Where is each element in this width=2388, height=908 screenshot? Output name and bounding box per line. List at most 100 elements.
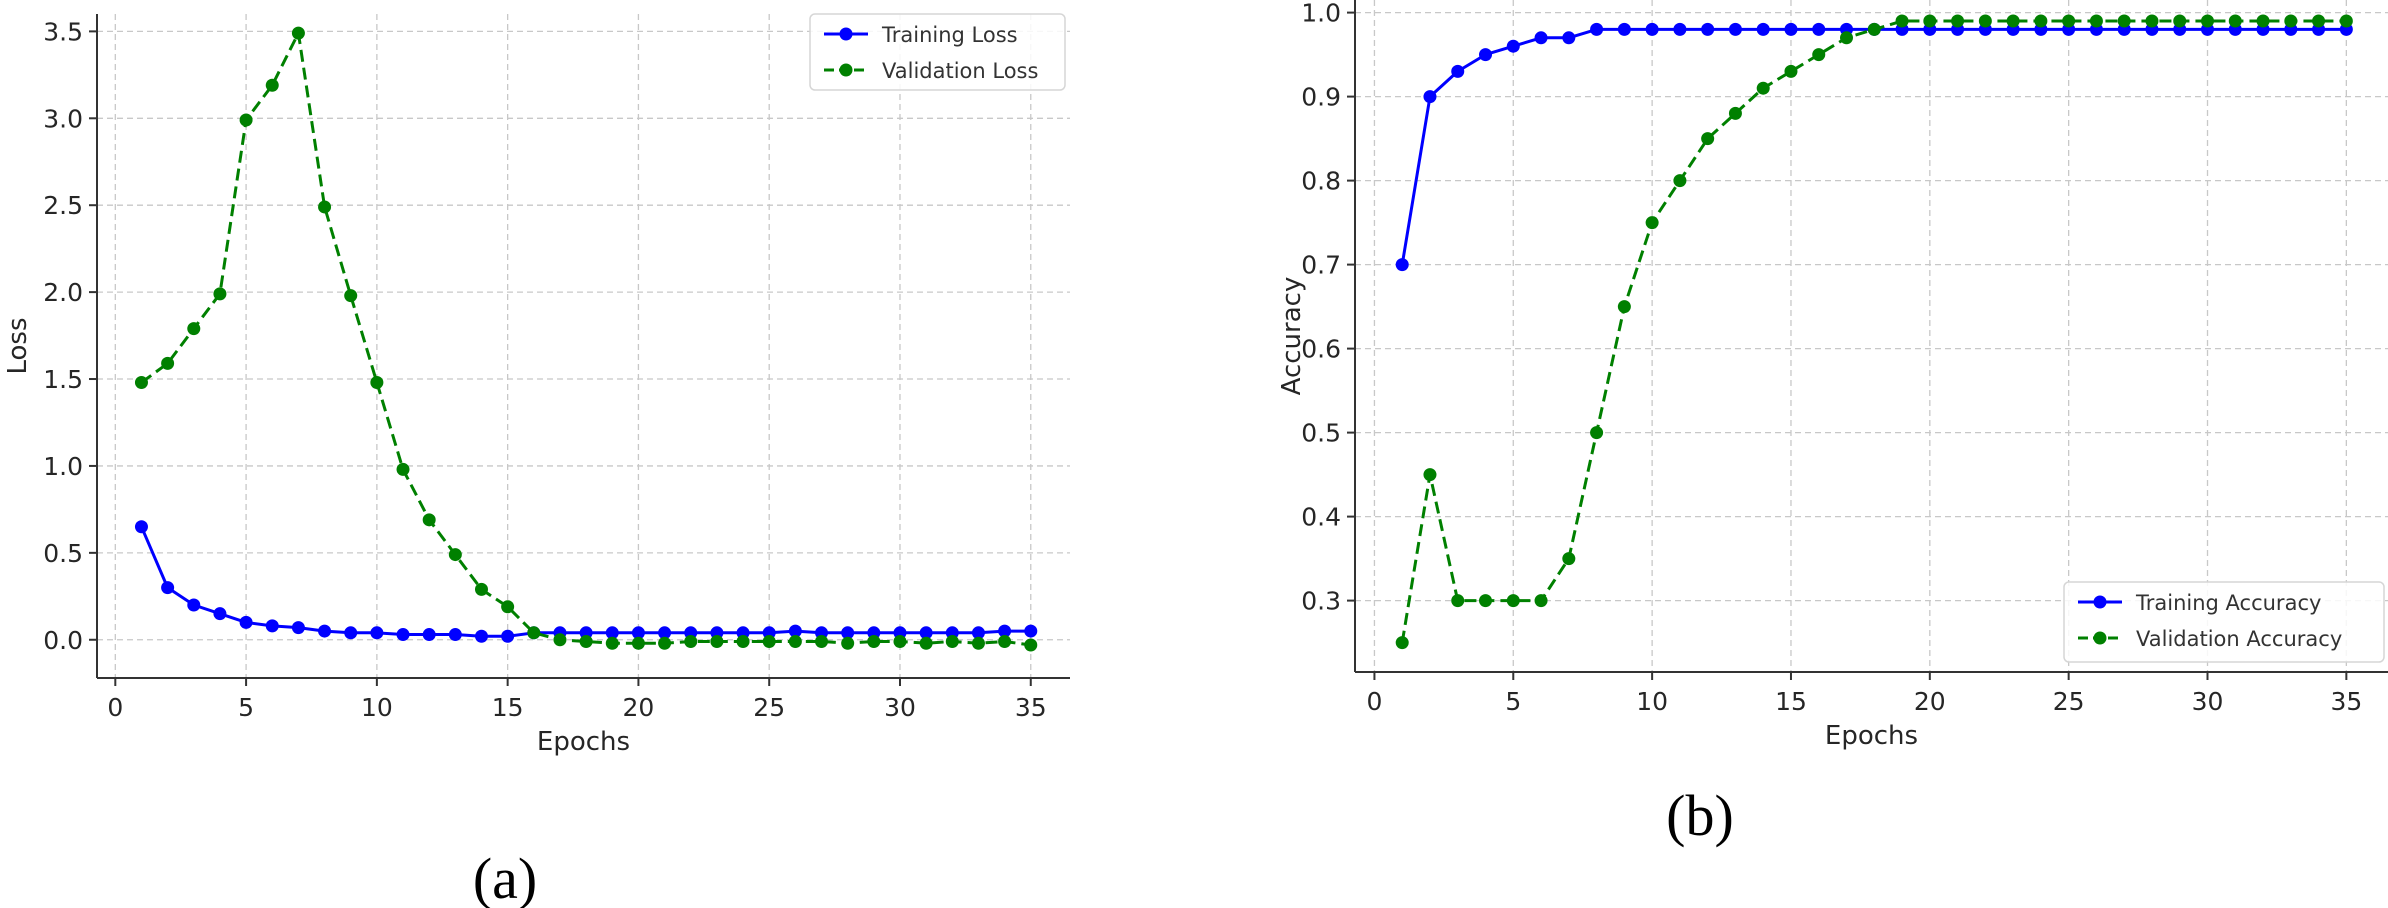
y-tick-label: 0.6	[1301, 335, 1341, 364]
data-point	[422, 628, 436, 642]
y-axis-label: Loss	[3, 317, 33, 374]
x-axis-label: Epochs	[537, 727, 630, 757]
x-tick-label: 20	[1914, 687, 1946, 716]
series-line	[1400, 19, 2347, 643]
series-line	[140, 526, 1031, 638]
data-point	[658, 636, 672, 650]
data-point	[684, 634, 698, 648]
x-tick-label: 15	[1775, 687, 1807, 716]
legend: Training Loss Validation Loss	[809, 13, 1066, 91]
data-point	[788, 624, 802, 638]
series-training-loss	[134, 520, 1038, 643]
x-tick-label: 35	[1015, 693, 1047, 722]
legend-box	[809, 13, 1066, 91]
x-tick-label: 0	[1366, 687, 1382, 716]
data-point	[2006, 14, 2020, 28]
data-point	[448, 628, 462, 642]
data-point	[344, 289, 358, 303]
grid	[97, 14, 1070, 678]
data-point	[1024, 638, 1038, 652]
data-point	[867, 634, 881, 648]
y-tick-label: 1.0	[1301, 0, 1341, 28]
data-point	[396, 462, 410, 476]
data-point	[2062, 14, 2076, 28]
data-point	[318, 200, 332, 214]
grid	[1355, 0, 2388, 672]
series-validation-accuracy	[1395, 14, 2353, 650]
y-tick-label: 0.3	[1301, 587, 1341, 616]
data-point	[998, 634, 1012, 648]
data-point	[1923, 14, 1937, 28]
data-point	[605, 636, 619, 650]
y-tick-label: 1.0	[43, 452, 83, 481]
data-point	[841, 626, 855, 640]
y-tick-label: 0.4	[1301, 503, 1341, 532]
x-tick-label: 15	[492, 693, 524, 722]
data-point	[1812, 22, 1826, 36]
x-tick-label: 35	[2330, 687, 2362, 716]
data-point	[1840, 31, 1854, 45]
legend-marker	[2093, 595, 2107, 609]
data-point	[1506, 594, 1520, 608]
data-point	[788, 634, 802, 648]
data-point	[1728, 106, 1742, 120]
series-validation-loss	[134, 26, 1038, 652]
data-point	[134, 376, 148, 390]
data-point	[710, 634, 724, 648]
data-point	[1673, 22, 1687, 36]
data-point	[1728, 22, 1742, 36]
y-tick-label: 0.9	[1301, 83, 1341, 112]
y-tick-label: 2.5	[43, 191, 83, 220]
y-tick-label: 1.5	[43, 365, 83, 394]
data-point	[1701, 132, 1715, 146]
loss-chart: 0 5 10 15 20 25 30 35 0.0 0.5 1.0 1.5 2.0 2.5 3.0 3.5 Ep…	[3, 13, 1070, 757]
data-point	[631, 636, 645, 650]
data-point	[1784, 22, 1798, 36]
data-point	[919, 626, 933, 640]
data-point	[1479, 594, 1493, 608]
data-point	[213, 607, 227, 621]
data-point	[2201, 14, 2215, 28]
data-point	[1451, 64, 1465, 78]
panel-label-a: (a)	[473, 846, 537, 908]
legend: Training Accuracy Validation Accuracy	[2063, 581, 2385, 663]
data-point	[1812, 48, 1826, 62]
data-point	[1756, 81, 1770, 95]
data-point	[971, 626, 985, 640]
data-point	[161, 581, 175, 595]
legend-entry: Validation Loss	[882, 59, 1038, 83]
x-tick-label: 30	[884, 693, 916, 722]
data-point	[1423, 90, 1437, 104]
data-point	[2312, 14, 2326, 28]
y-tick-label: 2.0	[43, 278, 83, 307]
x-tick-label: 25	[753, 693, 785, 722]
panel-label-b: (b)	[1666, 783, 1734, 848]
data-point	[527, 626, 541, 640]
data-point	[815, 634, 829, 648]
x-tick-label: 5	[238, 693, 254, 722]
y-tick-label: 0.8	[1301, 167, 1341, 196]
data-point	[1024, 624, 1038, 638]
data-point	[1479, 48, 1493, 62]
data-point	[474, 629, 488, 643]
data-point	[2256, 14, 2270, 28]
data-point	[945, 634, 959, 648]
data-point	[2117, 14, 2131, 28]
y-tick-label: 0.7	[1301, 251, 1341, 280]
data-point	[605, 626, 619, 640]
data-point	[1590, 426, 1604, 440]
series-training-accuracy	[1395, 22, 2353, 272]
y-tick-label: 0.5	[1301, 419, 1341, 448]
y-axis-label: Accuracy	[1277, 277, 1307, 396]
data-point	[1617, 22, 1631, 36]
x-tick-label: 20	[623, 693, 655, 722]
data-point	[1673, 174, 1687, 188]
data-point	[239, 615, 253, 629]
data-point	[1784, 64, 1798, 78]
data-point	[1867, 22, 1881, 36]
data-point	[658, 626, 672, 640]
data-point	[187, 598, 201, 612]
data-point	[1645, 216, 1659, 230]
legend-entry: Validation Accuracy	[2136, 627, 2342, 651]
